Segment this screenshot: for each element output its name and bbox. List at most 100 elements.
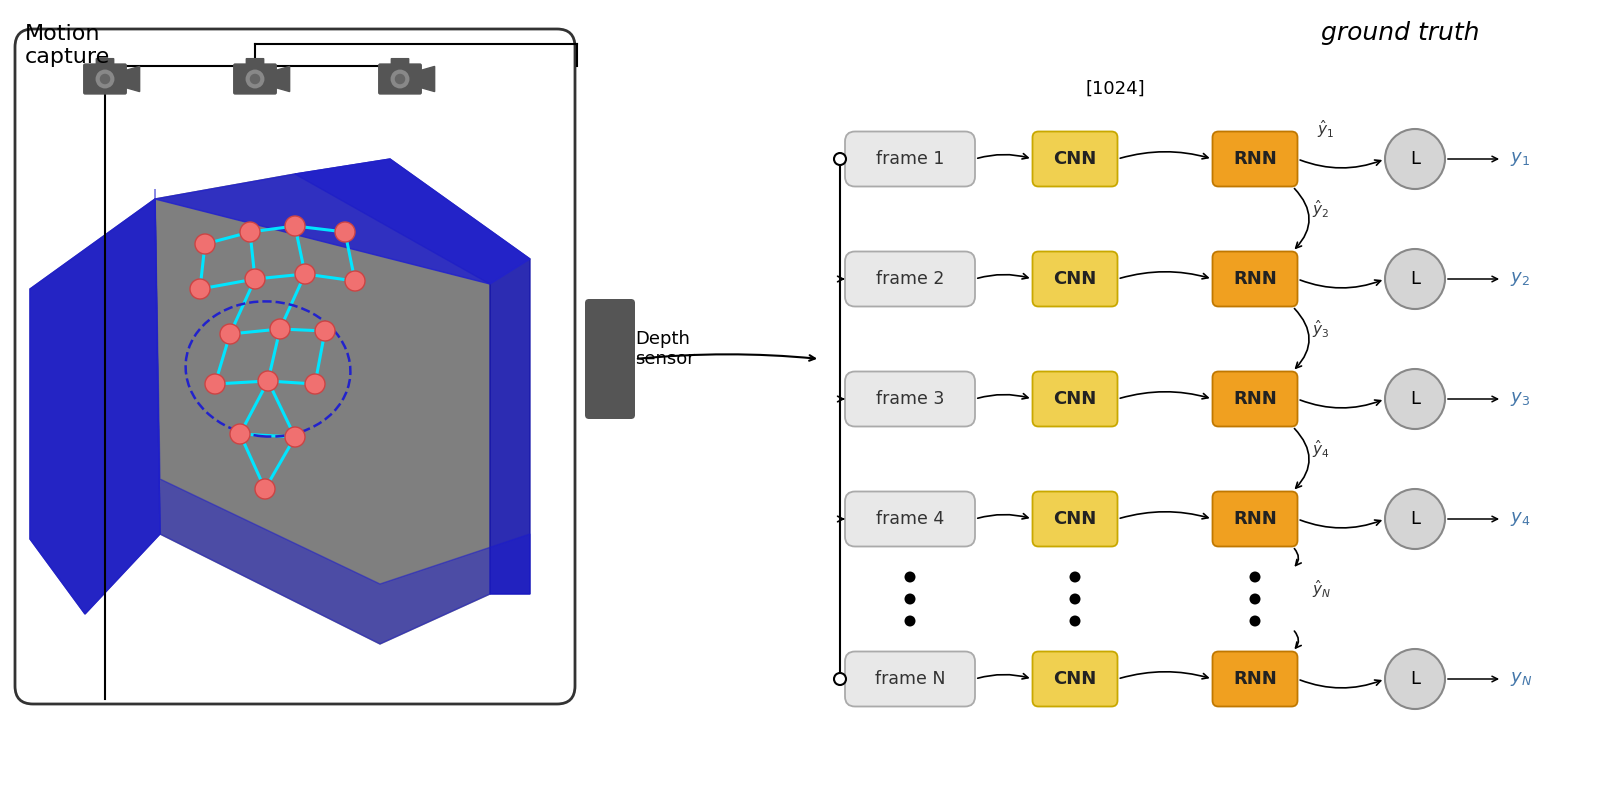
Circle shape: [1385, 249, 1445, 309]
FancyBboxPatch shape: [1033, 492, 1118, 547]
Text: $y_1$: $y_1$: [1509, 150, 1530, 168]
Text: RNN: RNN: [1233, 670, 1278, 688]
Text: $\hat{y}_2$: $\hat{y}_2$: [1313, 198, 1330, 220]
Polygon shape: [155, 174, 489, 644]
Circle shape: [345, 271, 365, 291]
FancyBboxPatch shape: [1212, 652, 1297, 706]
Circle shape: [1070, 593, 1081, 604]
FancyBboxPatch shape: [844, 132, 975, 186]
Circle shape: [395, 73, 405, 84]
Text: L: L: [1410, 390, 1420, 408]
FancyBboxPatch shape: [1033, 372, 1118, 427]
Circle shape: [230, 424, 249, 444]
Polygon shape: [125, 66, 139, 92]
Polygon shape: [155, 189, 529, 644]
Circle shape: [257, 371, 278, 391]
Text: CNN: CNN: [1054, 670, 1097, 688]
Text: $\hat{y}_N$: $\hat{y}_N$: [1313, 578, 1332, 600]
Text: $y_3$: $y_3$: [1509, 390, 1530, 408]
Circle shape: [1070, 571, 1081, 582]
Circle shape: [336, 222, 355, 242]
FancyBboxPatch shape: [1212, 492, 1297, 547]
Polygon shape: [294, 159, 529, 594]
Circle shape: [305, 374, 325, 394]
Circle shape: [270, 319, 289, 339]
Circle shape: [1249, 615, 1260, 626]
FancyBboxPatch shape: [844, 372, 975, 427]
Circle shape: [1385, 129, 1445, 189]
Text: $\hat{y}_1$: $\hat{y}_1$: [1318, 118, 1335, 140]
Circle shape: [905, 593, 916, 604]
FancyBboxPatch shape: [377, 63, 422, 95]
Text: Motion
capture: Motion capture: [26, 24, 110, 67]
Circle shape: [245, 269, 265, 289]
Text: frame 2: frame 2: [876, 270, 943, 288]
Circle shape: [1385, 369, 1445, 429]
Text: ground truth: ground truth: [1321, 21, 1479, 45]
Circle shape: [285, 427, 305, 447]
Circle shape: [285, 216, 305, 236]
Text: [1024]: [1024]: [1086, 80, 1145, 98]
Circle shape: [249, 73, 261, 84]
Text: CNN: CNN: [1054, 510, 1097, 528]
Polygon shape: [421, 66, 435, 92]
Text: Depth
sensor: Depth sensor: [635, 330, 694, 368]
Circle shape: [221, 324, 240, 344]
FancyBboxPatch shape: [1033, 252, 1118, 306]
FancyBboxPatch shape: [1033, 652, 1118, 706]
Circle shape: [905, 615, 916, 626]
Polygon shape: [30, 199, 160, 614]
FancyBboxPatch shape: [844, 252, 975, 306]
Text: $y_2$: $y_2$: [1509, 270, 1530, 288]
Polygon shape: [155, 159, 529, 284]
Circle shape: [1249, 593, 1260, 604]
Circle shape: [99, 73, 110, 84]
Text: RNN: RNN: [1233, 150, 1278, 168]
FancyBboxPatch shape: [844, 652, 975, 706]
Circle shape: [254, 479, 275, 499]
Text: $\hat{y}_4$: $\hat{y}_4$: [1313, 438, 1330, 460]
Circle shape: [905, 571, 916, 582]
Text: $y_4$: $y_4$: [1509, 510, 1530, 528]
Circle shape: [1249, 571, 1260, 582]
Polygon shape: [275, 66, 289, 92]
Text: CNN: CNN: [1054, 270, 1097, 288]
Circle shape: [195, 234, 214, 254]
Text: CNN: CNN: [1054, 150, 1097, 168]
FancyBboxPatch shape: [585, 299, 635, 419]
FancyBboxPatch shape: [1212, 132, 1297, 186]
Text: RNN: RNN: [1233, 270, 1278, 288]
FancyBboxPatch shape: [1033, 132, 1118, 186]
Circle shape: [205, 374, 225, 394]
FancyBboxPatch shape: [390, 58, 409, 69]
FancyBboxPatch shape: [96, 58, 115, 69]
Text: L: L: [1410, 150, 1420, 168]
FancyBboxPatch shape: [1212, 252, 1297, 306]
Circle shape: [190, 279, 209, 299]
Text: L: L: [1410, 510, 1420, 528]
Circle shape: [96, 69, 115, 88]
Text: frame 4: frame 4: [876, 510, 943, 528]
Circle shape: [390, 69, 409, 88]
FancyBboxPatch shape: [246, 58, 264, 69]
Text: frame 1: frame 1: [876, 150, 943, 168]
Circle shape: [835, 153, 846, 165]
Circle shape: [315, 321, 336, 341]
Text: RNN: RNN: [1233, 390, 1278, 408]
Text: L: L: [1410, 270, 1420, 288]
Text: frame N: frame N: [875, 670, 945, 688]
Circle shape: [246, 69, 264, 88]
Polygon shape: [30, 199, 160, 614]
FancyBboxPatch shape: [83, 63, 126, 95]
Text: RNN: RNN: [1233, 510, 1278, 528]
Circle shape: [1385, 489, 1445, 549]
Text: L: L: [1410, 670, 1420, 688]
FancyBboxPatch shape: [844, 492, 975, 547]
Circle shape: [294, 264, 315, 284]
FancyBboxPatch shape: [233, 63, 277, 95]
FancyBboxPatch shape: [14, 29, 576, 704]
Circle shape: [835, 673, 846, 685]
Text: $\hat{y}_3$: $\hat{y}_3$: [1313, 318, 1330, 340]
FancyBboxPatch shape: [1212, 372, 1297, 427]
Text: $y_N$: $y_N$: [1509, 670, 1532, 688]
